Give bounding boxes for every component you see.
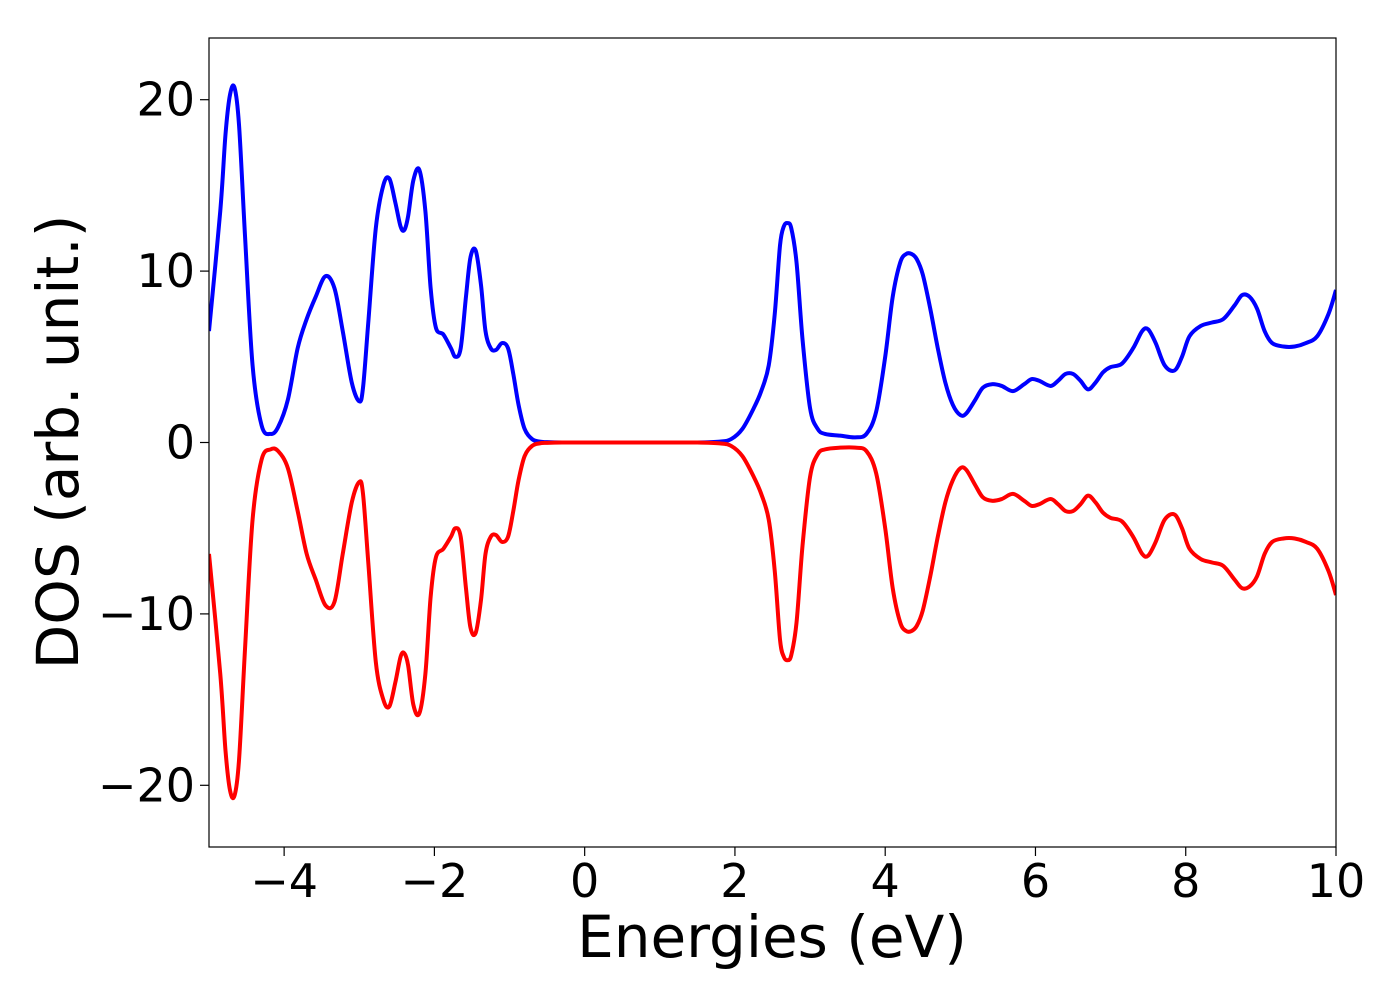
y-axis-ticks: −20 −10 0 10 20 bbox=[98, 73, 209, 812]
x-axis-label: Energies (eV) bbox=[577, 903, 967, 971]
x-axis-ticks: −4 −2 0 2 4 6 8 10 bbox=[250, 847, 1365, 908]
series-layer bbox=[209, 83, 1336, 801]
series-line-1 bbox=[209, 440, 1336, 801]
series-line-0 bbox=[209, 83, 1336, 445]
plot-area bbox=[208, 37, 1337, 848]
x-tick-label: 4 bbox=[871, 854, 900, 908]
x-tick-label: −4 bbox=[250, 854, 318, 908]
x-tick-label: 2 bbox=[720, 854, 749, 908]
x-tick-label: 0 bbox=[570, 854, 599, 908]
y-tick-label: −20 bbox=[98, 758, 195, 812]
y-tick-label: 0 bbox=[166, 416, 195, 470]
plot-frame bbox=[208, 37, 1337, 848]
x-tick-label: 8 bbox=[1171, 854, 1200, 908]
x-tick-label: 10 bbox=[1307, 854, 1366, 908]
y-tick-label: 10 bbox=[136, 244, 195, 298]
x-tick-label: 6 bbox=[1021, 854, 1050, 908]
x-tick-label: −2 bbox=[400, 854, 468, 908]
y-tick-label: 20 bbox=[136, 73, 195, 127]
y-axis-label: DOS (arb. unit.) bbox=[24, 215, 92, 670]
y-tick-label: −10 bbox=[98, 587, 195, 641]
